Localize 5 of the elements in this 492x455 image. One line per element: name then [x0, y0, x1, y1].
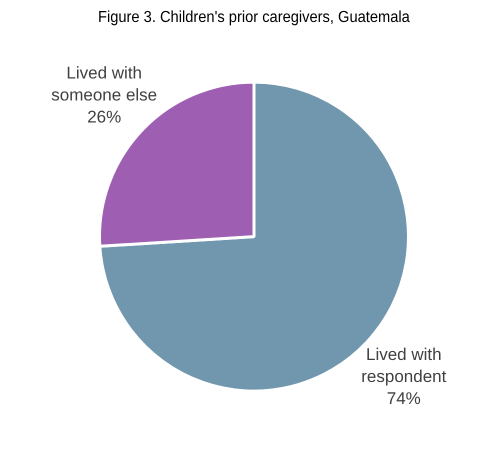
data-label: 74% — [386, 388, 421, 408]
slice-label: Lived with respondent — [361, 344, 447, 386]
data-label: 26% — [87, 108, 122, 127]
chart-title: Figure 3. Children's prior caregivers, Guatemala — [98, 8, 410, 26]
slice-label: Lived with someone else — [51, 64, 158, 105]
